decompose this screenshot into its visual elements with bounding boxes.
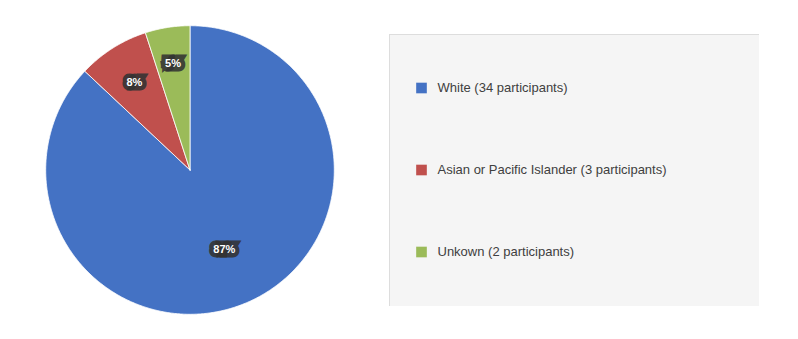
svg-text:87%: 87% xyxy=(213,243,235,255)
svg-text:Unkown (2 participants): Unkown (2 participants) xyxy=(438,244,575,259)
svg-text:Asian or Pacific Islander (3 p: Asian or Pacific Islander (3 participant… xyxy=(438,162,667,177)
svg-text:5%: 5% xyxy=(165,57,181,69)
svg-text:White (34 participants): White (34 participants) xyxy=(438,80,568,95)
svg-text:8%: 8% xyxy=(126,76,142,88)
